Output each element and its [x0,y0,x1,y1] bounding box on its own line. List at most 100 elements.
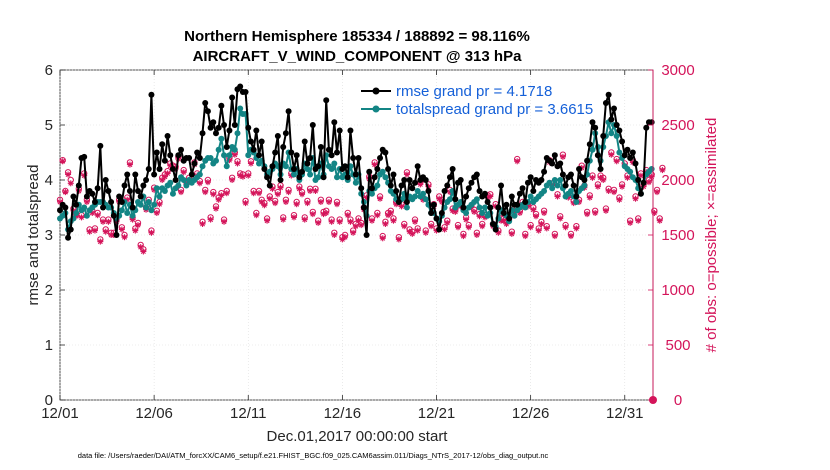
asterisk-stroke [611,189,617,195]
rmse-point [204,108,211,115]
assimilated-obs-marker [132,227,139,234]
asterisk-stroke [229,177,235,183]
totalspread-point [522,204,529,211]
asterisk-stroke [530,207,536,213]
assimilated-obs-marker [325,199,332,205]
rmse-point [97,142,104,149]
rmse-point [573,193,580,200]
rmse-point [473,171,480,178]
totalspread-point [145,199,152,205]
totalspread-point [414,188,421,194]
rmse-point [597,166,604,172]
y-left-tick-label: 1 [45,337,53,354]
rmse-point [624,146,631,153]
rmse-point [411,179,418,186]
assimilated-obs-marker [635,217,642,224]
y-right-tick-label: 0 [674,392,682,409]
asterisk-stroke [103,229,109,235]
rmse-point [70,193,77,200]
assimilated-obs-marker [309,211,316,218]
assimilated-obs-marker [202,189,209,196]
asterisk-stroke [606,188,612,194]
asterisk-stroke [401,223,407,229]
totalspread-point [169,190,176,197]
asterisk-stroke [415,228,421,234]
assimilated-obs-marker [178,189,185,196]
asterisk-stroke [334,201,340,207]
rmse-point [605,91,612,98]
asterisk-stroke [374,212,380,218]
rmse-point [175,152,182,159]
series-layer [57,83,655,241]
assimilated-obs-marker [293,201,300,208]
asterisk-stroke [296,186,302,192]
totalspread-point [352,179,359,186]
assimilated-obs-marker [395,236,402,243]
data-file-footer: data file: /Users/raeder/DAI/ATM_forcXX/… [78,451,549,460]
rmse-point [637,190,644,197]
totalspread-point [422,196,429,203]
assimilated-obs-marker [285,189,292,196]
asterisk-stroke [218,192,224,198]
rmse-point [640,179,647,186]
totalspread-point [463,210,470,216]
rmse-point [457,177,464,183]
y-left-tick-label: 6 [45,62,53,79]
rmse-point [524,179,531,186]
assimilated-obs-marker [401,223,408,230]
asterisk-stroke [509,231,515,237]
legend-totalspread-marker [372,105,380,113]
assimilated-obs-marker [94,212,101,219]
rmse-point [75,182,82,189]
asterisk-stroke [165,170,171,176]
rmse-point [264,174,271,181]
totalspread-point [81,204,88,211]
assimilated-obs-marker [245,172,252,179]
assimilated-obs-marker [180,169,187,176]
y-right-tick-label: 1000 [661,282,694,299]
assimilated-obs-marker [619,183,626,190]
asterisk-stroke [278,185,284,191]
totalspread-point [175,182,182,189]
rmse-point [191,160,198,167]
asterisk-stroke [528,224,534,230]
assimilated-obs-marker [350,229,357,236]
asterisk-stroke [200,221,206,227]
totalspread-point [304,166,311,172]
asterisk-stroke [275,191,281,197]
asterisk-stroke [337,219,343,225]
asterisk-stroke [423,230,429,236]
rmse-point [221,122,228,128]
rmse-point [538,177,545,183]
rmse-point [500,210,507,216]
rmse-point [100,204,107,211]
totalspread-point [143,204,150,211]
assimilated-obs-marker [382,221,389,227]
asterisk-stroke [224,190,230,196]
rmse-point [562,182,569,189]
asterisk-stroke [122,234,128,240]
rmse-point [153,149,160,156]
rmse-point [169,166,176,172]
assimilated-obs-marker [78,214,85,221]
assimilated-obs-marker [554,193,561,200]
totalspread-point [379,168,386,175]
asterisk-stroke [323,210,329,216]
asterisk-stroke [87,229,93,235]
asterisk-stroke [584,211,590,217]
assimilated-obs-marker [342,234,349,241]
assimilated-obs-marker [121,234,128,241]
asterisk-stroke [517,210,523,216]
assimilated-obs-marker [589,174,596,181]
asterisk-stroke [243,200,249,206]
asterisk-stroke [377,196,383,202]
rmse-point [148,91,155,98]
asterisk-stroke [428,223,434,229]
asterisk-stroke [624,175,630,181]
assimilated-obs-marker [223,190,230,197]
rmse-point [215,124,222,131]
assimilated-obs-marker [247,160,254,167]
rmse-point [320,174,327,181]
rmse-point [132,171,139,178]
rmse-point [358,185,365,192]
